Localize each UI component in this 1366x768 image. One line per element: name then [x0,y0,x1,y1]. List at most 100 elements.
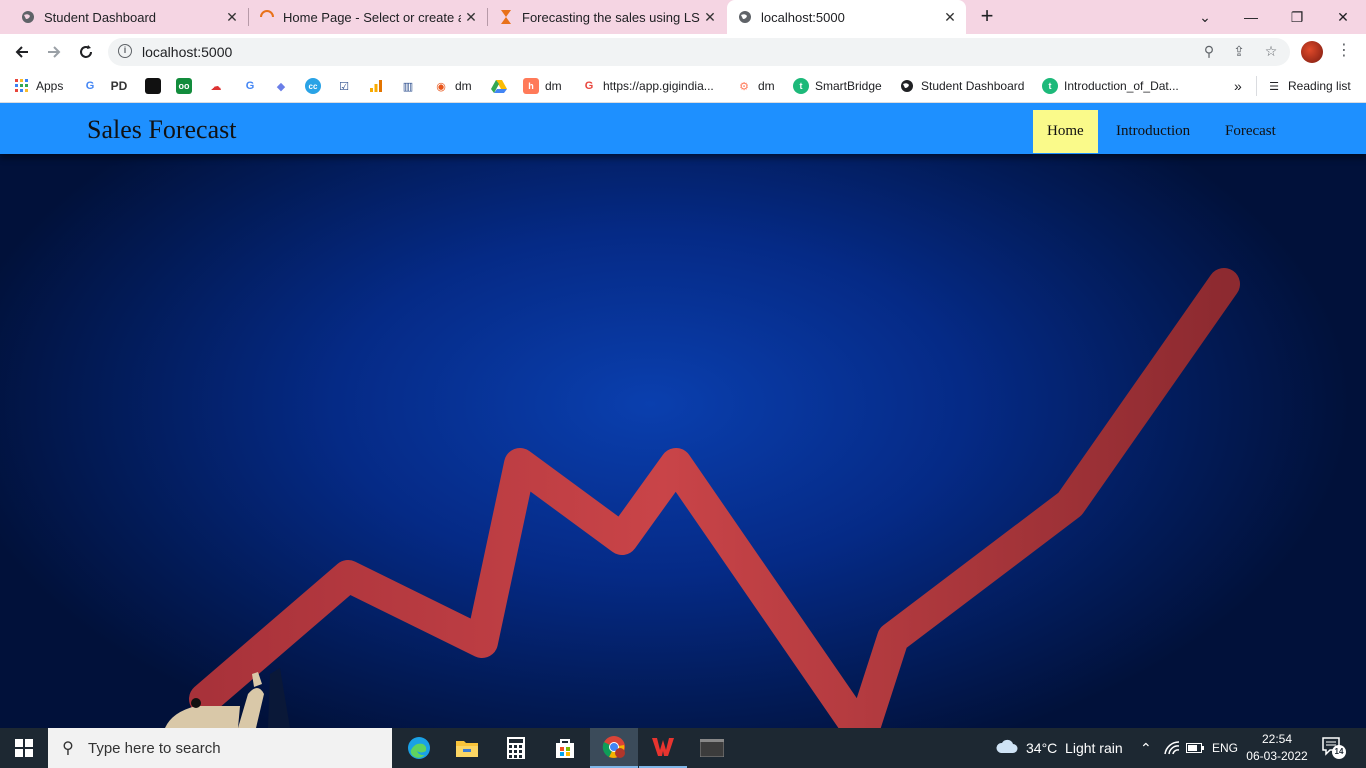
system-clock[interactable]: 22:54 06-03-2022 [1246,731,1308,765]
edge-icon[interactable] [395,728,443,768]
apps-grid-icon [14,78,30,94]
bookmark-dm-1[interactable]: ◉ dm [433,76,472,96]
wifi-icon[interactable] [1164,728,1180,768]
bookmark-map[interactable]: ▥ [400,76,422,96]
clock-date: 06-03-2022 [1246,749,1308,763]
terminal-icon[interactable] [688,728,736,768]
bookmark-label: Reading list [1288,79,1351,93]
tab-student-dashboard[interactable]: Student Dashboard ✕ [0,0,248,34]
tab-title: Forecasting the sales using LSTM [522,9,700,25]
bookmark-cc[interactable]: cc [305,76,327,96]
nav-forecast[interactable]: Forecast [1225,123,1276,139]
bookmark-introduction[interactable]: t Introduction_of_Dat... [1042,76,1179,96]
bookmark-google-2[interactable]: G [242,76,264,96]
bookmark-cloud[interactable]: ☁ [208,76,230,96]
zoom-icon[interactable]: ⚲ [1203,43,1215,59]
bookmark-check[interactable]: ☑ [336,76,358,96]
tab-title: localhost:5000 [761,9,845,25]
url-text: localhost:5000 [142,44,233,60]
bookmark-analytics[interactable] [368,76,390,96]
taskbar-search[interactable]: ⚲ Type here to search [48,728,392,768]
analytics-icon [368,78,384,94]
bookmark-drive[interactable] [491,76,513,96]
bookmark-label: dm [455,79,472,93]
bookmark-apps[interactable]: Apps [14,76,63,96]
tray-overflow-icon[interactable]: ⌃ [1140,739,1152,756]
checkbox-icon: ☑ [339,80,349,93]
hubspot-sprocket-icon: ⚙ [739,80,749,93]
bookmark-star-icon[interactable]: ☆ [1264,43,1278,59]
person-figure [165,668,290,728]
site-navbar: Sales Forecast Home Introduction Forecas… [0,103,1366,154]
tab-home-page[interactable]: Home Page - Select or create a n ✕ [249,0,487,34]
store-icon[interactable] [541,728,589,768]
site-brand[interactable]: Sales Forecast [87,115,237,144]
globe-icon [20,9,36,25]
weather-widget[interactable]: 34°C Light rain [996,728,1123,768]
profile-avatar[interactable] [1301,41,1323,63]
close-icon[interactable]: ✕ [944,8,956,25]
nav-home[interactable]: Home [1033,110,1098,153]
bookmark-dm-3[interactable]: ⚙ dm [736,76,775,96]
address-bar[interactable]: i localhost:5000 ⚲ ⇪ ☆ [108,38,1290,66]
tab-search-icon[interactable]: ⌄ [1199,8,1211,25]
windows-start-icon[interactable] [0,728,48,768]
black-square-icon [145,78,161,94]
calculator-icon[interactable] [492,728,540,768]
tab-divider [487,8,488,26]
tab-title: Home Page - Select or create a n [283,9,461,25]
hubspot-icon: h [523,78,539,94]
close-icon[interactable]: ✕ [704,8,716,25]
more-bookmarks-icon[interactable]: » [1234,78,1242,94]
wps-office-icon[interactable] [639,728,687,768]
reading-list[interactable]: ☰ Reading list [1266,76,1351,96]
bookmarks-bar: Apps G PD oo ☁ G ◆ cc ☑ ▥ ◉ dm h dm G ht… [0,70,1366,103]
google-icon: G [245,80,255,92]
tab-localhost[interactable]: localhost:5000 ✕ [727,0,966,34]
trend-line [189,268,1240,728]
tab-title: Student Dashboard [44,9,157,25]
globe-icon [737,9,753,25]
close-window-icon[interactable]: ✕ [1337,8,1349,25]
minimize-icon[interactable]: — [1244,9,1258,25]
loading-icon [259,9,275,25]
bookmark-pd[interactable]: PD [111,76,133,96]
bookmark-smartbridge[interactable]: t SmartBridge [793,76,882,96]
battery-icon[interactable] [1186,728,1204,768]
bookmark-student-dashboard[interactable]: Student Dashboard [899,76,1024,96]
hero-banner [0,154,1366,728]
close-icon[interactable]: ✕ [226,8,238,25]
bookmark-label: Apps [36,79,64,93]
back-icon[interactable] [8,38,36,66]
nav-introduction[interactable]: Introduction [1116,123,1191,139]
tab-forecasting[interactable]: Forecasting the sales using LSTM ✕ [488,0,726,34]
taskbar: ⚲ Type here to search 34°C Light rain ⌃ … [0,728,1366,768]
semrush-icon: ◉ [436,80,446,93]
cloud-icon: ☁ [210,80,222,93]
new-tab-button[interactable]: + [980,3,994,28]
restore-icon[interactable]: ❐ [1290,8,1304,25]
menu-icon[interactable]: ⋮ [1336,42,1352,59]
reload-icon[interactable] [72,38,100,66]
bookmark-dm-2[interactable]: h dm [523,76,562,96]
language-indicator[interactable]: ENG [1212,741,1239,755]
bookmark-diamond[interactable]: ◆ [273,76,295,96]
site-info-icon[interactable]: i [118,44,132,58]
notification-center-icon[interactable]: 14 [1322,737,1346,759]
bookmark-google[interactable]: G [82,76,104,96]
chrome-icon[interactable] [590,728,638,768]
bookmark-oo[interactable]: oo [176,76,198,96]
gigindia-icon: G [584,80,594,92]
forward-icon[interactable] [40,38,68,66]
smartbridge-icon: t [793,78,809,94]
bookmark-label: dm [758,79,775,93]
infinity-icon: oo [176,78,192,94]
share-icon[interactable]: ⇪ [1233,43,1245,59]
bookmark-divider [1256,76,1257,96]
bookmark-gigindia[interactable]: G https://app.gigindia... [581,76,714,96]
bookmark-black[interactable] [145,76,167,96]
file-explorer-icon[interactable] [443,728,491,768]
close-icon[interactable]: ✕ [465,8,477,25]
browser-toolbar: i localhost:5000 ⚲ ⇪ ☆ ⋮ [0,34,1366,70]
smartbridge-icon: t [1042,78,1058,94]
